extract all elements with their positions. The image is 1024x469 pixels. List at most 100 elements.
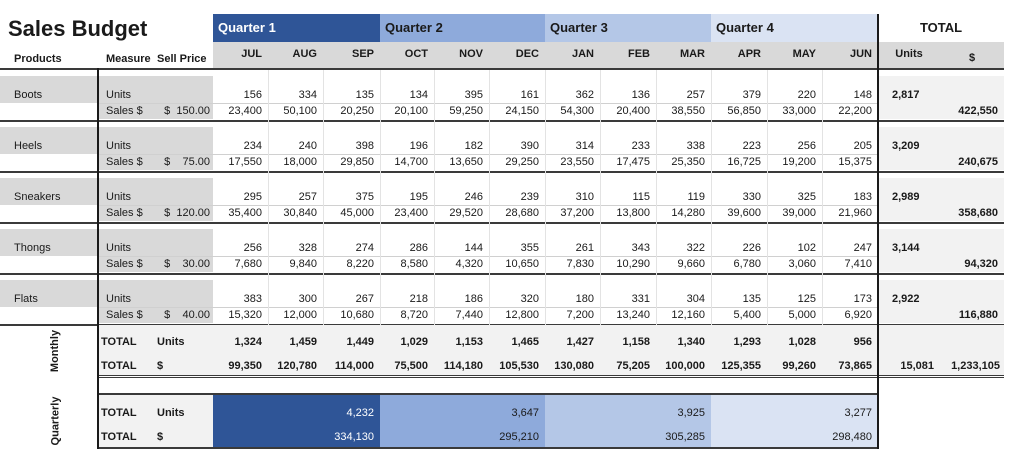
- units-cell[interactable]: 310: [575, 191, 594, 203]
- units-cell[interactable]: 300: [298, 293, 317, 305]
- units-cell[interactable]: 161: [520, 89, 539, 101]
- sell-price[interactable]: $ 120.00: [164, 207, 210, 219]
- sales-cell[interactable]: 6,780: [733, 258, 761, 270]
- units-cell[interactable]: 136: [631, 89, 650, 101]
- units-cell[interactable]: 362: [575, 89, 594, 101]
- units-cell[interactable]: 234: [243, 140, 262, 152]
- units-cell[interactable]: 314: [575, 140, 594, 152]
- sell-price[interactable]: $ 40.00: [164, 309, 210, 321]
- sales-cell[interactable]: 7,680: [234, 258, 262, 270]
- units-cell[interactable]: 395: [464, 89, 483, 101]
- sales-cell[interactable]: 14,280: [671, 207, 705, 219]
- units-cell[interactable]: 135: [355, 89, 374, 101]
- sales-cell[interactable]: 45,000: [340, 207, 374, 219]
- sales-cell[interactable]: 15,320: [228, 309, 262, 321]
- units-cell[interactable]: 246: [464, 191, 483, 203]
- sales-cell[interactable]: 5,000: [788, 309, 816, 321]
- sales-cell[interactable]: 20,400: [616, 105, 650, 117]
- sales-cell[interactable]: 39,600: [727, 207, 761, 219]
- sales-cell[interactable]: 14,700: [394, 156, 428, 168]
- units-cell[interactable]: 383: [243, 293, 262, 305]
- sales-cell[interactable]: 23,550: [560, 156, 594, 168]
- sales-cell[interactable]: 18,000: [283, 156, 317, 168]
- sales-cell[interactable]: 22,200: [838, 105, 872, 117]
- sales-cell[interactable]: 50,100: [283, 105, 317, 117]
- sales-cell[interactable]: 12,800: [505, 309, 539, 321]
- units-cell[interactable]: 286: [409, 242, 428, 254]
- sales-cell[interactable]: 20,250: [340, 105, 374, 117]
- units-cell[interactable]: 331: [631, 293, 650, 305]
- sales-cell[interactable]: 24,150: [505, 105, 539, 117]
- units-cell[interactable]: 379: [742, 89, 761, 101]
- sales-cell[interactable]: 13,800: [616, 207, 650, 219]
- sales-cell[interactable]: 16,725: [727, 156, 761, 168]
- units-cell[interactable]: 257: [298, 191, 317, 203]
- sales-cell[interactable]: 25,350: [671, 156, 705, 168]
- units-cell[interactable]: 205: [853, 140, 872, 152]
- sales-cell[interactable]: 12,160: [671, 309, 705, 321]
- units-cell[interactable]: 328: [298, 242, 317, 254]
- sales-cell[interactable]: 13,650: [449, 156, 483, 168]
- sales-cell[interactable]: 5,400: [733, 309, 761, 321]
- sales-cell[interactable]: 9,840: [289, 258, 317, 270]
- sales-cell[interactable]: 38,550: [671, 105, 705, 117]
- sales-cell[interactable]: 13,240: [616, 309, 650, 321]
- units-cell[interactable]: 322: [686, 242, 705, 254]
- sales-cell[interactable]: 7,410: [844, 258, 872, 270]
- units-cell[interactable]: 180: [575, 293, 594, 305]
- sales-cell[interactable]: 21,960: [838, 207, 872, 219]
- units-cell[interactable]: 125: [797, 293, 816, 305]
- units-cell[interactable]: 144: [464, 242, 483, 254]
- units-cell[interactable]: 226: [742, 242, 761, 254]
- sales-cell[interactable]: 4,320: [455, 258, 483, 270]
- sales-cell[interactable]: 30,840: [283, 207, 317, 219]
- units-cell[interactable]: 186: [464, 293, 483, 305]
- sales-cell[interactable]: 19,200: [782, 156, 816, 168]
- units-cell[interactable]: 218: [409, 293, 428, 305]
- sales-cell[interactable]: 10,680: [340, 309, 374, 321]
- units-cell[interactable]: 148: [853, 89, 872, 101]
- sell-price[interactable]: $ 150.00: [164, 105, 210, 117]
- units-cell[interactable]: 334: [298, 89, 317, 101]
- sell-price[interactable]: $ 30.00: [164, 258, 210, 270]
- units-cell[interactable]: 134: [409, 89, 428, 101]
- sales-cell[interactable]: 7,830: [566, 258, 594, 270]
- sales-cell[interactable]: 28,680: [505, 207, 539, 219]
- sales-cell[interactable]: 8,720: [400, 309, 428, 321]
- sales-cell[interactable]: 7,200: [566, 309, 594, 321]
- sales-cell[interactable]: 10,650: [505, 258, 539, 270]
- units-cell[interactable]: 355: [520, 242, 539, 254]
- units-cell[interactable]: 247: [853, 242, 872, 254]
- sales-cell[interactable]: 15,375: [838, 156, 872, 168]
- sales-cell[interactable]: 56,850: [727, 105, 761, 117]
- sales-cell[interactable]: 3,060: [788, 258, 816, 270]
- units-cell[interactable]: 267: [355, 293, 374, 305]
- units-cell[interactable]: 239: [520, 191, 539, 203]
- sales-cell[interactable]: 23,400: [394, 207, 428, 219]
- units-cell[interactable]: 304: [686, 293, 705, 305]
- sales-cell[interactable]: 35,400: [228, 207, 262, 219]
- sales-cell[interactable]: 8,580: [400, 258, 428, 270]
- units-cell[interactable]: 173: [853, 293, 872, 305]
- sell-price[interactable]: $ 75.00: [164, 156, 210, 168]
- units-cell[interactable]: 240: [298, 140, 317, 152]
- sales-cell[interactable]: 10,290: [616, 258, 650, 270]
- units-cell[interactable]: 183: [853, 191, 872, 203]
- sales-cell[interactable]: 29,250: [505, 156, 539, 168]
- sales-cell[interactable]: 59,250: [449, 105, 483, 117]
- units-cell[interactable]: 135: [742, 293, 761, 305]
- sales-cell[interactable]: 29,850: [340, 156, 374, 168]
- units-cell[interactable]: 256: [243, 242, 262, 254]
- sales-cell[interactable]: 29,520: [449, 207, 483, 219]
- units-cell[interactable]: 182: [464, 140, 483, 152]
- units-cell[interactable]: 119: [687, 191, 705, 203]
- units-cell[interactable]: 196: [409, 140, 428, 152]
- units-cell[interactable]: 233: [631, 140, 650, 152]
- sales-cell[interactable]: 54,300: [560, 105, 594, 117]
- sales-cell[interactable]: 17,475: [616, 156, 650, 168]
- units-cell[interactable]: 338: [686, 140, 705, 152]
- units-cell[interactable]: 256: [797, 140, 816, 152]
- units-cell[interactable]: 325: [797, 191, 816, 203]
- units-cell[interactable]: 115: [632, 191, 650, 203]
- units-cell[interactable]: 220: [797, 89, 816, 101]
